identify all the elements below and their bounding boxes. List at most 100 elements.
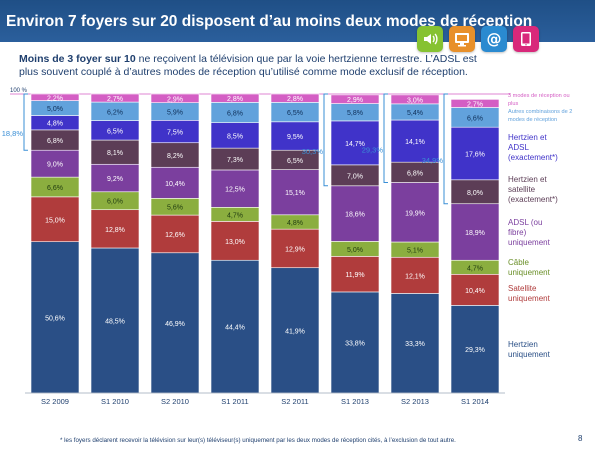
data-label: 8,5% [227,133,243,140]
bar-segment [270,93,320,103]
data-label: 33,3% [405,341,425,348]
bar-segment [390,182,440,243]
data-label: 8,0% [467,190,483,197]
data-label: 2,7% [107,96,123,103]
bar-segment [210,122,260,149]
page-title: Environ 7 foyers sur 20 disposent d’au m… [6,13,533,30]
data-label: 3,0% [407,97,423,104]
data-label: 11,9% [345,272,364,279]
multi-mode-total-label: 34,9% [422,156,444,165]
bar-segment [450,203,500,261]
bar-segment [330,94,380,104]
data-label: 33,8% [345,340,365,347]
data-label: 15,1% [285,190,305,197]
bar-segment [450,273,500,306]
data-label: 6,5% [107,128,123,135]
bar-segment [30,93,80,101]
data-label: 7,3% [227,157,243,164]
data-label: 6,2% [107,109,123,116]
data-label: 6,5% [287,110,303,117]
svg-text:@: @ [487,30,502,48]
multi-mode-bracket [323,93,328,187]
bar-segment [330,185,380,242]
bar-segment [330,291,380,394]
data-label: 12,8% [105,227,125,234]
data-label: 2,9% [167,96,183,103]
bar-segment [210,259,260,394]
data-label: 12,5% [225,187,245,194]
bar-segment [450,99,500,108]
data-label: 6,6% [467,115,483,122]
legend-entry: Câble uniquement [508,258,551,277]
bar-segment [150,166,200,199]
data-label: 6,0% [107,199,123,206]
x-tick-label: S2 2013 [401,397,429,406]
data-label: 19,9% [405,210,425,217]
data-label: 9,2% [107,176,123,183]
data-label: 8,2% [167,153,183,160]
data-label: 5,8% [347,110,363,117]
data-label: 5,1% [407,248,423,255]
monitor-icon [449,26,475,52]
data-label: 14,7% [345,141,365,148]
bar-segment [90,163,140,193]
tablet-icon [513,26,539,52]
legend-entry: Hertzien et satellite (exactement*) [508,175,558,204]
subtitle-text: ne reçoivent la télévision que par la vo… [19,53,477,78]
data-label: 6,8% [47,138,63,145]
legend-entry: Hertzien et ADSL (exactement*) [508,133,558,162]
data-label: 5,0% [347,247,363,254]
multi-mode-bracket [23,93,28,151]
data-label: 14,1% [405,139,425,146]
bar-segment [150,214,200,254]
data-label: 10,4% [465,288,485,295]
data-label: 9,5% [287,134,303,141]
data-label: 6,8% [407,170,423,177]
multi-mode-bracket [383,93,388,184]
media-icons: @ [417,26,539,52]
data-label: 48,5% [105,318,125,325]
at-sign-icon: @ [481,26,507,52]
bar-segment [150,252,200,394]
x-tick-label: S2 2011 [281,397,308,406]
multi-mode-total-label: 30,3% [302,147,324,156]
legend-entry: Hertzien uniquement [508,340,551,359]
bar-segment [390,94,440,105]
data-label: 6,6% [47,185,63,192]
data-label: 10,4% [165,181,185,188]
bar-segment [210,221,260,261]
multi-mode-total-label: 18,8% [2,129,24,138]
bar-segment [90,247,140,394]
data-label: 4,8% [287,220,303,227]
data-label: 7,5% [167,130,183,137]
x-tick-label: S1 2010 [101,397,129,406]
data-label: 12,9% [285,246,305,253]
x-tick-label: S2 2010 [161,397,189,406]
data-label: 5,4% [407,110,423,117]
bar-segment [210,169,260,208]
data-label: 18,6% [345,212,365,219]
legend-entry: ADSL (ou fibre) uniquement [508,218,551,247]
bar-segment [270,121,320,151]
data-label: 2,8% [287,96,303,103]
data-label: 4,8% [47,121,63,128]
data-label: 41,9% [285,328,305,335]
bar-segment [390,256,440,294]
legend-entry: Satellite uniquement [508,284,551,303]
y-tick-label: 100 % [10,88,28,94]
data-label: 6,8% [227,111,243,118]
x-tick-label: S1 2013 [341,397,369,406]
multi-mode-total-label: 29,3% [362,145,384,154]
data-label: 46,9% [165,321,185,328]
data-label: 12,1% [405,273,425,280]
bar-segment [90,139,140,165]
speaker-icon [417,26,443,52]
data-label: 2,7% [467,101,483,108]
data-label: 50,6% [45,315,65,322]
bar-segment [270,228,320,269]
data-label: 4,7% [467,265,483,272]
bar-segment [150,93,200,103]
bar-segment [150,142,200,168]
data-label: 5,0% [47,106,63,113]
x-tick-label: S1 2011 [221,397,248,406]
